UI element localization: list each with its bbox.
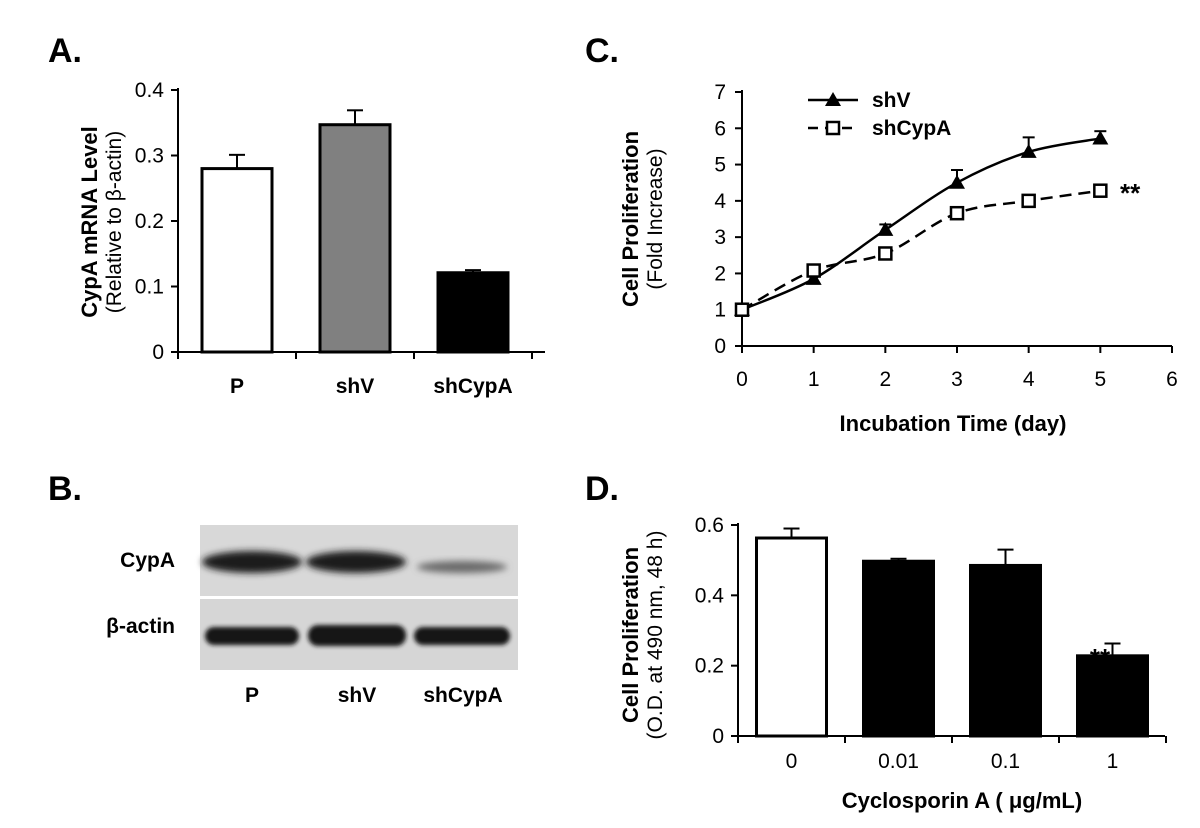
panel-a-y-tick-label: 0.1: [135, 276, 164, 299]
panel-c-x-tick-label: 4: [1023, 368, 1035, 391]
panel-d-bar: [862, 559, 935, 738]
panel-c-legend: shV shCypA: [808, 89, 951, 140]
panel-c-y-tick-label: 0: [714, 335, 726, 358]
panel-c-x-tick-label: 5: [1094, 368, 1106, 391]
panel-c-x-tick-label: 2: [879, 368, 891, 391]
panel-c-series-shv-point: [805, 270, 822, 285]
panel-c-series-shv-point: [1020, 143, 1037, 158]
panel-c-letter: C.: [585, 32, 619, 70]
panel-c-series-shcypa-point: [949, 205, 965, 221]
panel-d-significance: **: [1090, 643, 1111, 673]
panel-d-category-label: 1: [1107, 750, 1119, 773]
panel-c-legend-shv-label: shV: [872, 89, 911, 112]
panel-a-y-tick-label: 0.4: [135, 79, 165, 102]
blot-lane-label-shv: shV: [338, 684, 377, 707]
panel-c-series-shcypa-point: [734, 302, 750, 317]
panel-a-y-tick-label: 0: [152, 341, 164, 364]
panel-d-y-tick-label: 0.6: [695, 514, 724, 537]
panel-c-legend-shcypa-label: shCypA: [872, 117, 951, 140]
panel-c-x-tick-label: 0: [736, 368, 748, 391]
panel-a-category-label: P: [230, 375, 244, 398]
panel-c-series-shv-point: [949, 174, 965, 189]
panel-c-xlabel: Incubation Time (day): [840, 411, 1067, 436]
panel-d-bar: [755, 536, 828, 738]
panel-c-x-tick-label: 3: [951, 368, 963, 391]
panel-c-legend-shcypa-swatch-marker: [825, 120, 841, 136]
panel-a-category-label: shCypA: [433, 375, 512, 398]
panel-c-ylabel-main: Cell Proliferation: [618, 131, 643, 307]
panel-c-x-tick-label: 6: [1166, 368, 1178, 391]
panel-a-chart: 0 0.1 0.2 0.3 0.4 P shV shCypA: [135, 79, 545, 398]
panel-c-legend-shv-swatch-marker: [825, 92, 841, 106]
panel-c-y-tick-label: 3: [714, 226, 726, 249]
panel-a-ylabel-sub: (Relative to β-actin): [103, 131, 126, 313]
blot-band-actin-p: [205, 627, 299, 645]
panel-c-significance: **: [1120, 178, 1141, 208]
blot-lane-label-p: P: [245, 684, 259, 707]
panel-c-series-shcypa-point: [878, 246, 893, 261]
panel-d-category-label: 0: [786, 750, 798, 773]
panel-d-bar: [1076, 654, 1149, 738]
panel-d-y-tick-label: 0.4: [695, 584, 725, 607]
panel-d-ylabel-sub: (O.D. at 490 nm, 48 h): [644, 531, 667, 740]
panel-d-chart: 0 0.2 0.4 0.6 0 0.01 0.1 1: [695, 514, 1167, 773]
blot-band-actin-shv: [308, 625, 406, 646]
panel-a-letter: A.: [48, 32, 82, 70]
panel-c-chart: 0 1 2 3 4 5 6 7 0 1 2 3 4 5 6 shV shCypA: [714, 81, 1178, 391]
panel-d-y-tick-label: 0.2: [695, 655, 724, 678]
panel-c-ylabel-sub: (Fold Increase): [644, 148, 667, 289]
panel-c-series-shv-point: [1092, 130, 1109, 145]
panel-c-x-tick-label: 1: [808, 368, 820, 391]
panel-d-xlabel: Cyclosporin A ( μg/mL): [842, 788, 1082, 813]
panel-c-series-shv-line: [741, 137, 1101, 311]
blot-row-label-actin: β-actin: [106, 615, 175, 638]
blot-row-label-cypa: CypA: [120, 549, 175, 572]
panel-c-series-shcypa-point: [1021, 193, 1036, 209]
panel-c-y-tick-label: 5: [714, 154, 726, 177]
panel-c-y-tick-label: 1: [714, 299, 726, 322]
panel-d-category-label: 0.1: [991, 750, 1020, 773]
panel-c-y-tick-label: 7: [714, 81, 726, 104]
panel-a-ylabel-main: CypA mRNA Level: [77, 126, 102, 318]
panel-c-series-shv-point: [877, 221, 894, 236]
blot-band-actin-shcypa: [414, 627, 510, 645]
panel-c-y-tick-label: 6: [714, 117, 726, 140]
panel-c-y-tick-label: 2: [714, 262, 726, 285]
panel-d-category-label: 0.01: [878, 750, 919, 773]
panel-c-series-shcypa-point: [806, 263, 821, 278]
panel-a-bar: [318, 123, 392, 354]
panel-b-letter: B.: [48, 470, 82, 508]
blot-lane-label-shcypa: shCypA: [423, 684, 502, 707]
panel-d-y-tick-label: 0: [712, 725, 724, 748]
panel-d-letter: D.: [585, 470, 619, 508]
panel-a-y-tick-label: 0.2: [135, 210, 164, 233]
panel-a-bar: [436, 271, 510, 354]
panel-c-series-shcypa-point: [1093, 183, 1108, 198]
panel-c-y-tick-label: 4: [714, 190, 726, 213]
blot-band-cypa-p: [202, 551, 302, 573]
panel-b-blot: CypA β-actin P shV shCypA: [106, 525, 518, 707]
panel-d-ylabel-main: Cell Proliferation: [618, 547, 643, 723]
panel-c-series-shcypa-line: [741, 189, 1101, 311]
blot-band-cypa-shv: [306, 551, 406, 573]
panel-a-bar: [200, 167, 274, 354]
panel-a-y-tick-label: 0.3: [135, 145, 164, 168]
panel-a-category-label: shV: [336, 375, 375, 398]
panel-d-bar: [969, 563, 1042, 738]
blot-band-cypa-shcypa: [417, 561, 507, 573]
